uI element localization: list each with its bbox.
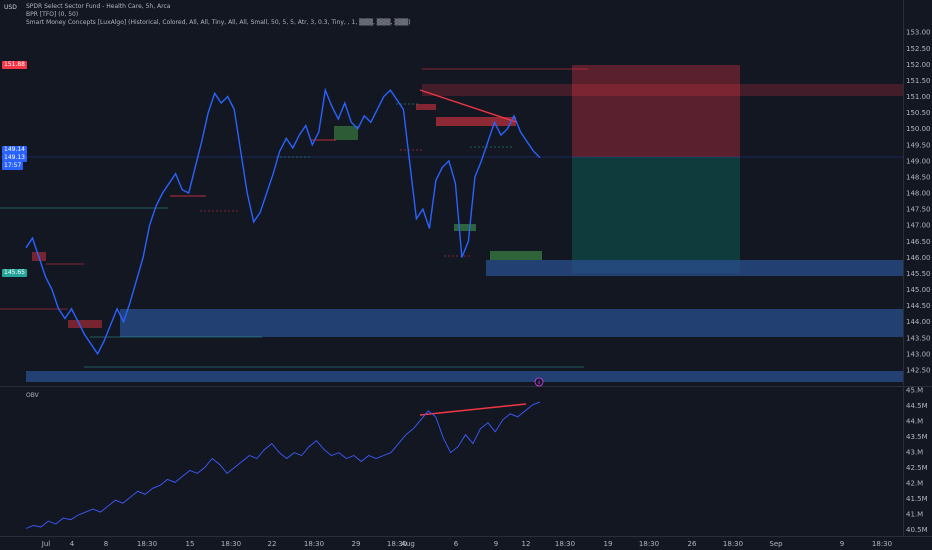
price-tick-label: 147.50 (906, 206, 931, 214)
price-tick-label: 144.00 (906, 318, 931, 326)
price-tick-label: 151.50 (906, 77, 931, 85)
indicator-smc-label[interactable]: Smart Money Concepts [LuxAlgo] (Historic… (26, 19, 411, 26)
price-tick-label: 143.50 (906, 334, 931, 342)
event-marker-circle[interactable] (534, 377, 544, 387)
price-tick-label: 146.00 (906, 254, 931, 262)
obv-tick-label: 42.M (906, 480, 923, 488)
take-profit-zone (572, 157, 740, 273)
time-tick-label: 18:30 (723, 540, 743, 548)
obv-axis-ticks: 45.M 44.5M 44.M 43.5M 43.M 42.5M 42.M 41.5M 41.M… (906, 387, 928, 535)
price-tick-label: 144.50 (906, 302, 931, 310)
time-tick-label: 18:30 (387, 540, 407, 548)
price-tick-label: 145.50 (906, 270, 931, 278)
obv-tick-label: 43.5M (906, 433, 928, 441)
smc-zones (0, 65, 903, 382)
obv-tick-label: 43.M (906, 449, 923, 457)
time-tick-label: 8 (104, 540, 108, 548)
price-tick-label: 148.00 (906, 190, 931, 198)
time-tick-label: 18:30 (304, 540, 324, 548)
ob-bull-3 (490, 251, 542, 260)
time-tick-label: 12 (522, 540, 531, 548)
ob-bull-2 (454, 224, 476, 231)
obv-tick-label: 40.5M (906, 526, 928, 534)
obv-tick-label: 42.5M (906, 464, 928, 472)
price-tag-green: 145.65 (2, 269, 27, 277)
time-tick-label: 18:30 (221, 540, 241, 548)
ob-bear-3 (416, 104, 436, 110)
time-tick-label: 18:30 (639, 540, 659, 548)
price-tick-label: 143.00 (906, 350, 931, 358)
time-tick-label: 26 (688, 540, 697, 548)
time-tick-label: 6 (454, 540, 459, 548)
time-tick-label: Jul (41, 540, 51, 548)
obv-tick-label: 41.M (906, 511, 923, 519)
price-tag-blue-top: 149.14 (2, 146, 27, 154)
ob-bear-1 (68, 320, 102, 328)
price-tick-label: 147.00 (906, 222, 931, 230)
obv-tick-label: 44.M (906, 418, 923, 426)
time-tick-label: 9 (494, 540, 498, 548)
price-axis-ticks: 153.00 152.50 152.00 151.50 151.00 150.50 150.… (906, 29, 931, 375)
obv-series (25, 401, 541, 529)
event-marker-label: 4 (538, 380, 541, 385)
price-tick-label: 152.00 (906, 61, 931, 69)
price-divergence-line (419, 89, 517, 123)
price-tick-label: 149.00 (906, 157, 931, 165)
time-tick-label: Sep (769, 540, 783, 548)
time-tick-label: Aug (401, 540, 415, 548)
price-tick-label: 150.50 (906, 109, 931, 117)
time-tick-label: 4 (70, 540, 75, 548)
obv-line (25, 401, 541, 529)
stop-loss-zone (572, 65, 740, 157)
ob-bull-1 (334, 126, 358, 140)
price-tag-time: 17:57 (2, 162, 24, 170)
price-tick-label: 146.50 (906, 238, 931, 246)
price-tick-label: 142.50 (906, 367, 931, 375)
currency-label: USD (4, 4, 17, 11)
price-tag-blue-mid: 149.13 (2, 154, 27, 162)
price-line (25, 87, 541, 356)
price-tick-label: 145.00 (906, 286, 931, 294)
price-series (25, 87, 541, 356)
time-tick-label: 15 (186, 540, 195, 548)
price-tick-label: 152.50 (906, 45, 931, 53)
price-tick-label: 151.00 (906, 93, 931, 101)
demand-zone-1 (486, 260, 903, 276)
indicator-bpr-label[interactable]: BPR [TFO] (0, 50) (26, 11, 79, 18)
price-tick-label: 149.50 (906, 141, 931, 149)
price-tick-label: 148.50 (906, 174, 931, 182)
time-tick-label: 18:30 (137, 540, 157, 548)
price-tick-label: 153.00 (906, 29, 931, 37)
price-tick-label: 150.00 (906, 125, 931, 133)
supply-zone (422, 84, 903, 96)
obv-tick-label: 44.5M (906, 402, 928, 410)
demand-zone-2 (120, 309, 903, 337)
time-tick-label: 18:30 (872, 540, 892, 548)
time-tick-label: 18:30 (555, 540, 575, 548)
ob-bear-2 (436, 117, 516, 126)
obv-label[interactable]: OBV (26, 392, 39, 399)
time-tick-label: 22 (268, 540, 277, 548)
demand-zone-3 (26, 371, 903, 382)
obv-tick-label: 45.M (906, 387, 923, 395)
time-tick-label: 19 (604, 540, 613, 548)
time-tick-label: 9 (840, 540, 844, 548)
time-tick-label: 29 (352, 540, 361, 548)
obv-divergence-line (419, 403, 527, 416)
symbol-title[interactable]: SPDR Select Sector Fund - Health Care, 5… (26, 3, 171, 10)
price-tag-red: 151.88 (2, 61, 27, 69)
obv-tick-label: 41.5M (906, 495, 928, 503)
